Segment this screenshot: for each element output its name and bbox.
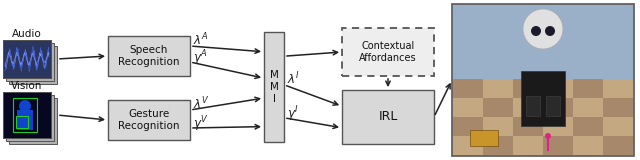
Text: M
M
I: M M I	[269, 70, 278, 104]
Text: Audio: Audio	[12, 29, 42, 39]
Text: $\gamma^V$: $\gamma^V$	[193, 114, 209, 134]
FancyBboxPatch shape	[453, 117, 483, 136]
FancyBboxPatch shape	[603, 117, 633, 136]
FancyBboxPatch shape	[483, 98, 513, 117]
FancyBboxPatch shape	[342, 90, 434, 144]
FancyBboxPatch shape	[521, 71, 565, 126]
FancyBboxPatch shape	[513, 98, 543, 117]
FancyBboxPatch shape	[3, 92, 51, 138]
FancyBboxPatch shape	[603, 98, 633, 117]
FancyBboxPatch shape	[573, 136, 603, 155]
FancyBboxPatch shape	[9, 98, 57, 144]
FancyBboxPatch shape	[342, 28, 434, 76]
FancyBboxPatch shape	[3, 40, 51, 78]
Text: Contextual
Affordances: Contextual Affordances	[359, 41, 417, 63]
Text: Gesture
Recognition: Gesture Recognition	[118, 109, 180, 131]
FancyBboxPatch shape	[6, 43, 54, 81]
FancyBboxPatch shape	[453, 98, 483, 117]
FancyBboxPatch shape	[108, 36, 190, 76]
FancyBboxPatch shape	[513, 117, 543, 136]
Circle shape	[531, 26, 541, 36]
FancyBboxPatch shape	[453, 5, 633, 80]
FancyBboxPatch shape	[513, 79, 543, 98]
Circle shape	[19, 100, 31, 112]
Text: $\lambda^V$: $\lambda^V$	[193, 96, 209, 112]
FancyBboxPatch shape	[470, 130, 498, 146]
Text: Vision: Vision	[12, 81, 43, 91]
FancyBboxPatch shape	[453, 79, 633, 155]
FancyBboxPatch shape	[483, 79, 513, 98]
FancyBboxPatch shape	[543, 79, 573, 98]
FancyBboxPatch shape	[546, 96, 560, 116]
Text: $\lambda^A$: $\lambda^A$	[193, 32, 209, 48]
Text: $\lambda^I$: $\lambda^I$	[287, 71, 300, 87]
FancyBboxPatch shape	[573, 117, 603, 136]
FancyBboxPatch shape	[453, 136, 483, 155]
Text: $\gamma^I$: $\gamma^I$	[287, 104, 299, 124]
FancyBboxPatch shape	[513, 136, 543, 155]
FancyBboxPatch shape	[108, 100, 190, 140]
FancyBboxPatch shape	[452, 4, 634, 156]
Circle shape	[523, 9, 563, 49]
FancyBboxPatch shape	[3, 40, 51, 78]
FancyBboxPatch shape	[603, 79, 633, 98]
FancyBboxPatch shape	[573, 79, 603, 98]
Text: $\gamma^A$: $\gamma^A$	[193, 48, 207, 68]
FancyBboxPatch shape	[573, 98, 603, 117]
FancyBboxPatch shape	[3, 92, 51, 138]
FancyBboxPatch shape	[17, 110, 33, 130]
FancyBboxPatch shape	[264, 32, 284, 142]
FancyBboxPatch shape	[543, 117, 573, 136]
FancyBboxPatch shape	[543, 136, 573, 155]
Circle shape	[545, 133, 551, 139]
FancyBboxPatch shape	[6, 95, 54, 141]
FancyBboxPatch shape	[483, 136, 513, 155]
FancyBboxPatch shape	[483, 117, 513, 136]
FancyBboxPatch shape	[543, 98, 573, 117]
FancyBboxPatch shape	[603, 136, 633, 155]
FancyBboxPatch shape	[453, 79, 483, 98]
Text: Speech
Recognition: Speech Recognition	[118, 45, 180, 67]
FancyBboxPatch shape	[526, 96, 540, 116]
Circle shape	[545, 26, 555, 36]
FancyBboxPatch shape	[9, 46, 57, 84]
Text: IRL: IRL	[378, 111, 397, 124]
